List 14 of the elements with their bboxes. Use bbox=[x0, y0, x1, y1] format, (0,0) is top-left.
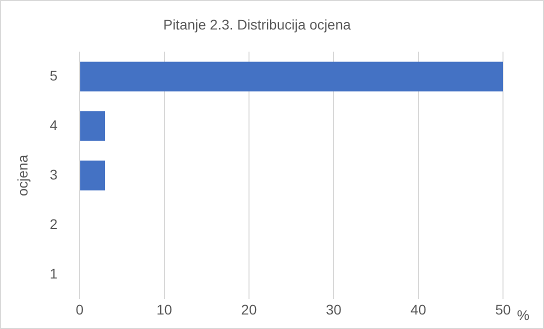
x-tick-label: 50 bbox=[495, 301, 511, 318]
x-tick-label: 10 bbox=[156, 301, 172, 318]
y-axis-title: ocjena bbox=[14, 154, 30, 196]
x-tick-label: 40 bbox=[410, 301, 426, 318]
x-tick-label: 30 bbox=[326, 301, 342, 318]
x-axis-title: % bbox=[517, 307, 530, 324]
y-tick-label: 4 bbox=[50, 116, 58, 133]
y-tick-label: 2 bbox=[50, 216, 58, 232]
x-tick-label: 20 bbox=[241, 301, 257, 318]
y-tick-label: 5 bbox=[50, 67, 58, 84]
chart-title: Pitanje 2.3. Distribucija ocjena bbox=[163, 16, 351, 32]
x-tick-label: 0 bbox=[76, 301, 84, 318]
y-tick-label: 3 bbox=[50, 166, 58, 182]
y-tick-label: 1 bbox=[50, 265, 58, 282]
